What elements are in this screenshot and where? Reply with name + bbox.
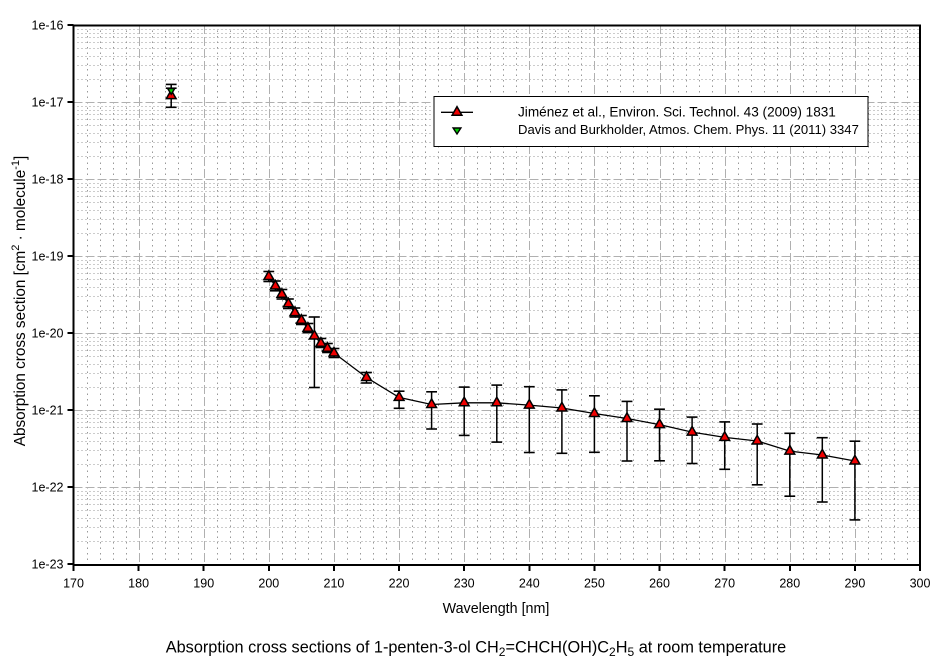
svg-text:Absorption cross section [cm2: Absorption cross section [cm2 · molecule…	[10, 156, 29, 447]
svg-text:1e-18: 1e-18	[32, 173, 64, 187]
svg-text:1e-20: 1e-20	[32, 327, 64, 341]
svg-text:1e-21: 1e-21	[32, 404, 64, 418]
svg-text:Jiménez et al., Environ. Sci.: Jiménez et al., Environ. Sci. Technol. 4…	[518, 104, 836, 119]
svg-text:280: 280	[779, 577, 800, 591]
svg-text:1e-16: 1e-16	[32, 19, 64, 33]
svg-text:1e-17: 1e-17	[32, 96, 64, 110]
svg-text:Davis and Burkholder, Atmos. C: Davis and Burkholder, Atmos. Chem. Phys.…	[518, 122, 859, 137]
svg-text:290: 290	[844, 577, 865, 591]
svg-text:Wavelength [nm]: Wavelength [nm]	[443, 601, 550, 617]
svg-text:170: 170	[63, 577, 84, 591]
svg-text:240: 240	[519, 577, 540, 591]
svg-text:220: 220	[389, 577, 410, 591]
svg-text:250: 250	[584, 577, 605, 591]
svg-text:210: 210	[324, 577, 345, 591]
svg-text:1e-22: 1e-22	[32, 481, 64, 495]
svg-text:1e-19: 1e-19	[32, 250, 64, 264]
svg-text:300: 300	[910, 577, 931, 591]
svg-text:200: 200	[258, 577, 279, 591]
svg-text:Absorption cross sections of 1: Absorption cross sections of 1-penten-3-…	[166, 639, 786, 660]
svg-text:260: 260	[649, 577, 670, 591]
svg-text:230: 230	[454, 577, 475, 591]
svg-text:270: 270	[714, 577, 735, 591]
svg-text:180: 180	[128, 577, 149, 591]
svg-text:190: 190	[193, 577, 214, 591]
svg-text:1e-23: 1e-23	[32, 558, 64, 572]
